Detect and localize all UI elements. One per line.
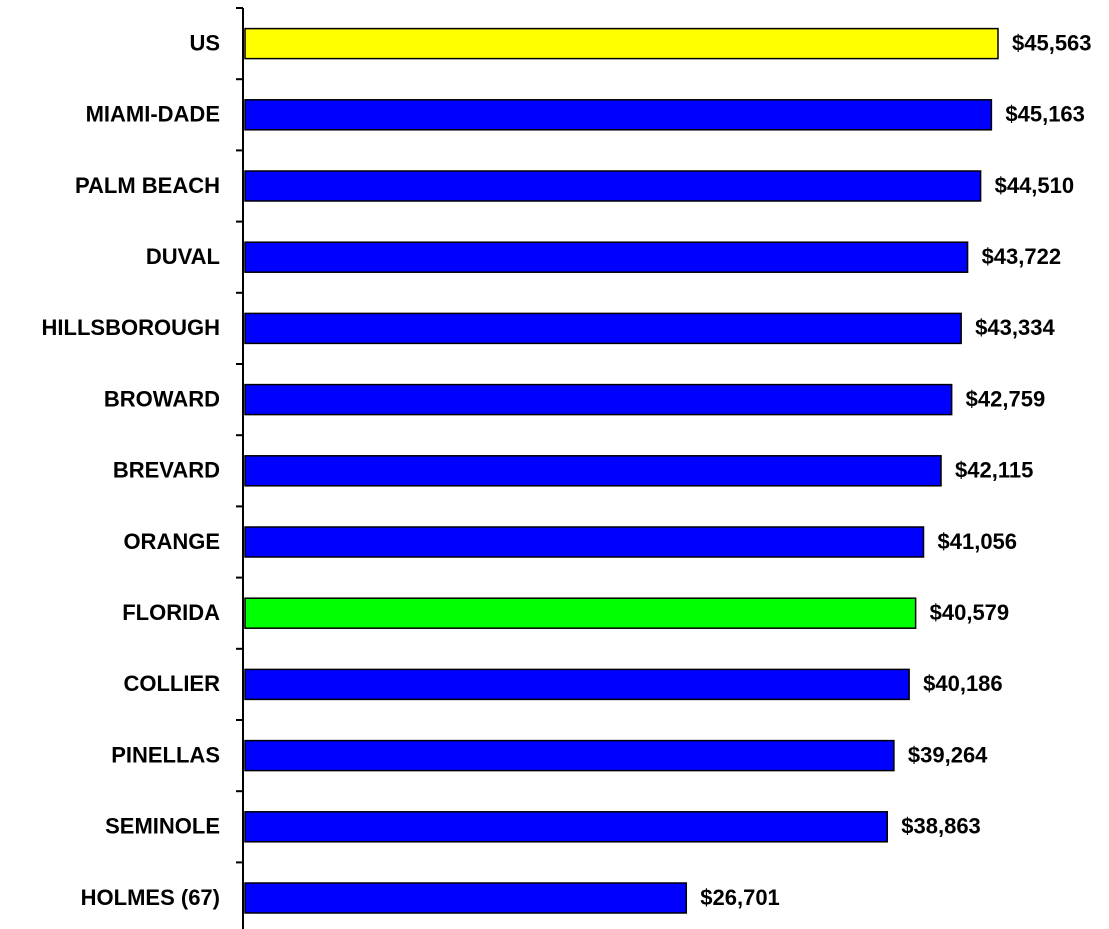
value-label: $42,759 bbox=[966, 386, 1046, 411]
value-label: $41,056 bbox=[938, 529, 1018, 554]
bar bbox=[244, 383, 953, 416]
bar bbox=[244, 811, 889, 843]
bar bbox=[244, 455, 942, 487]
bar bbox=[244, 99, 993, 131]
category-label: BROWARD bbox=[104, 386, 220, 411]
category-label: ORANGE bbox=[123, 529, 220, 554]
category-label: US bbox=[189, 30, 220, 55]
value-label: $43,722 bbox=[982, 244, 1062, 269]
bar bbox=[244, 526, 925, 558]
category-label: PINELLAS bbox=[111, 742, 220, 767]
value-label: $44,510 bbox=[995, 173, 1075, 198]
category-label: COLLIER bbox=[123, 671, 220, 696]
value-label: $45,163 bbox=[1005, 102, 1085, 127]
category-label: DUVAL bbox=[146, 244, 220, 269]
bar bbox=[244, 312, 962, 345]
bar bbox=[244, 739, 895, 772]
category-label: MIAMI-DADE bbox=[86, 102, 220, 127]
value-label: $40,579 bbox=[930, 600, 1010, 625]
category-label: SEMINOLE bbox=[105, 814, 220, 839]
category-label: FLORIDA bbox=[122, 600, 220, 625]
value-label: $40,186 bbox=[923, 671, 1003, 696]
bar bbox=[244, 170, 982, 202]
value-label: $42,115 bbox=[955, 458, 1033, 483]
category-label: PALM BEACH bbox=[75, 173, 220, 198]
value-label: $43,334 bbox=[975, 315, 1055, 340]
bar bbox=[244, 882, 688, 914]
bar bbox=[244, 597, 917, 629]
value-label: $38,863 bbox=[901, 814, 981, 839]
value-label: $26,701 bbox=[700, 885, 780, 910]
bar bbox=[244, 27, 999, 60]
value-label: $39,264 bbox=[908, 742, 988, 767]
category-label: HOLMES (67) bbox=[81, 885, 220, 910]
bar bbox=[244, 668, 910, 701]
category-label: BREVARD bbox=[113, 458, 220, 483]
value-label: $45,563 bbox=[1012, 30, 1092, 55]
bar bbox=[244, 241, 969, 273]
category-label: HILLSBOROUGH bbox=[42, 315, 220, 340]
